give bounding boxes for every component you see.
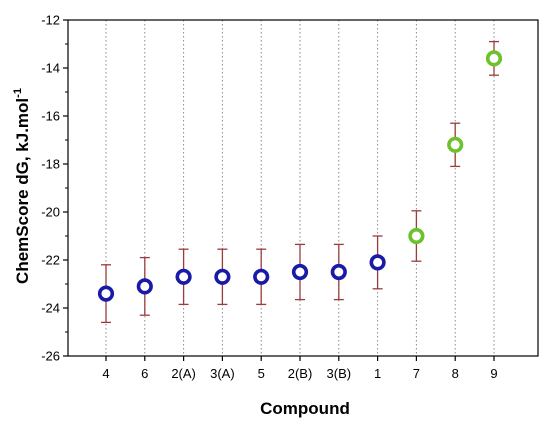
- data-point: [253, 268, 270, 285]
- y-tick-label: -24: [41, 301, 60, 316]
- data-point: [408, 227, 425, 245]
- y-axis-title-main: ChemScore dG, kJ.mol: [13, 98, 32, 284]
- data-point: [330, 263, 347, 281]
- y-axis-title-superscript: -1: [12, 88, 24, 98]
- y-tick-label: -16: [41, 109, 60, 124]
- y-tick-label: -26: [41, 349, 60, 364]
- x-tick-label: 6: [141, 366, 148, 381]
- x-tick-label: 7: [413, 366, 420, 381]
- x-tick-label: 1: [374, 366, 381, 381]
- x-tick-label: 9: [490, 366, 497, 381]
- data-point: [214, 268, 231, 285]
- data-point: [136, 278, 153, 295]
- data-points: [97, 50, 503, 302]
- x-tick-label: 2(A): [171, 366, 196, 381]
- y-tick-label: -20: [41, 205, 60, 220]
- y-tick-label: -18: [41, 157, 60, 172]
- error-bars: [101, 40, 499, 324]
- x-tick-label: 4: [102, 366, 109, 381]
- x-tick-label: 8: [452, 366, 459, 381]
- data-point: [485, 50, 503, 67]
- y-tick-label: -14: [41, 61, 60, 76]
- y-tick-label: -12: [41, 13, 60, 28]
- data-point: [447, 136, 464, 153]
- plot-frame: [67, 19, 539, 357]
- y-axis: -26 -24 -22 -20 -18 -16 -14 -12: [41, 13, 68, 364]
- x-tick-label: 2(B): [288, 366, 313, 381]
- x-axis: 4 6 2(A) 3(A) 5 2(B) 3(B) 1 7 8 9: [102, 356, 498, 381]
- x-tick-label: 5: [258, 366, 265, 381]
- data-point: [291, 263, 309, 281]
- data-point: [175, 268, 192, 285]
- x-axis-title: Compound: [260, 399, 350, 418]
- data-point: [97, 285, 115, 302]
- y-tick-label: -22: [41, 253, 60, 268]
- grid: [105, 20, 495, 356]
- data-point: [369, 254, 386, 271]
- x-tick-label: 3(A): [210, 366, 235, 381]
- x-tick-label: 3(B): [327, 366, 352, 381]
- y-axis-title: ChemScore dG, kJ.mol-1: [12, 88, 32, 284]
